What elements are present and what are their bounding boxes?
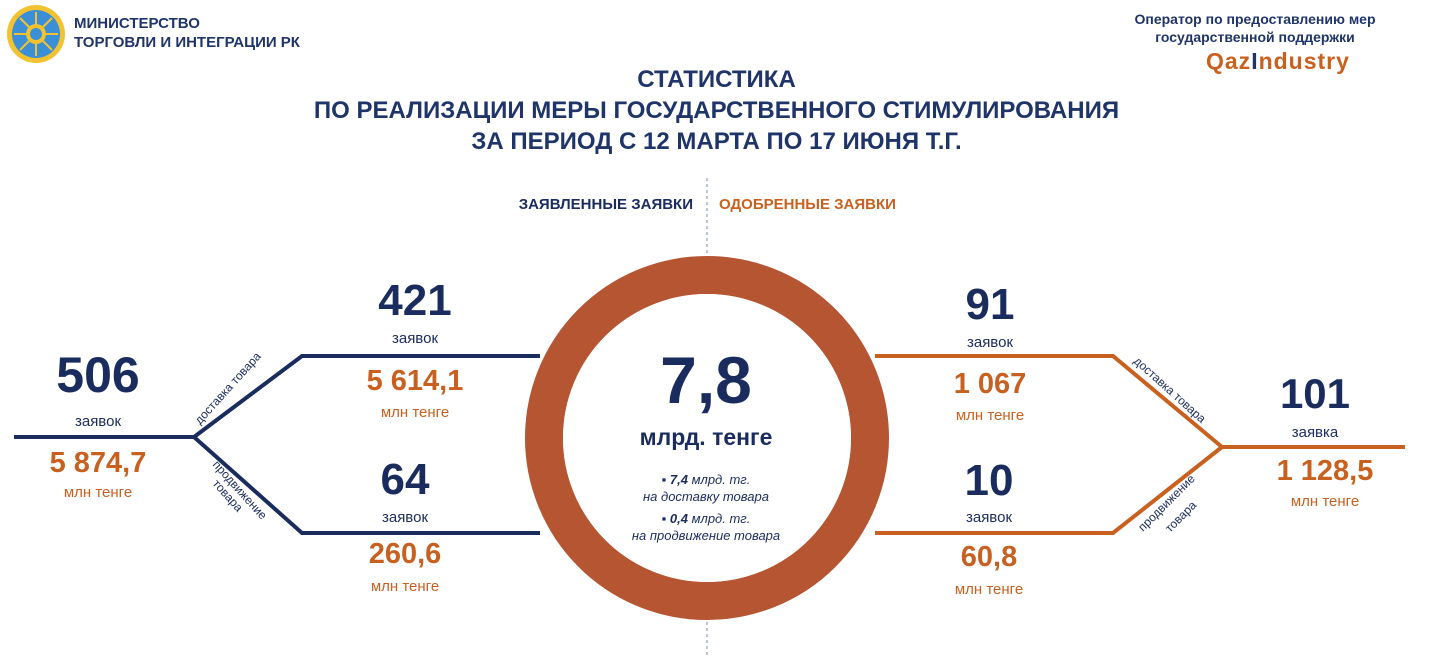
declared-delivery-count: 421 [378,276,452,325]
declared-total-count-label: заявок [74,413,122,430]
center-total-value: 7,8 [660,343,752,417]
approved-promo-amount: 60,8 [960,541,1018,573]
approved-delivery-line [875,354,1224,449]
approved-delivery-amount: 1 067 [953,368,1027,400]
declared-delivery-count-label: заявок [391,330,439,347]
declared-delivery-amount: 5 614,1 [366,365,464,397]
declared-promo-amount: 260,6 [368,538,442,570]
ministry-name: МИНИСТЕРСТВО ТОРГОВЛИ И ИНТЕГРАЦИИ РК [74,15,300,51]
qazindustry-logo: QazIndustry [1206,48,1350,74]
approved-delivery-amount-unit: млн тенге [955,407,1025,424]
declared-total-amount-unit: млн тенге [63,484,133,501]
total-ring [525,256,889,620]
declared-promo-line [192,435,540,535]
operator-caption: Оператор по предоставлению мер государст… [1134,11,1376,45]
center-note-delivery: ▪ 7,4 млрд. тг. на доставку товара [643,472,769,504]
approved-delivery-count-label: заявок [966,334,1014,351]
declared-promo-count-label: заявок [381,509,429,526]
page-title: СТАТИСТИКА ПО РЕАЛИЗАЦИИ МЕРЫ ГОСУДАРСТВ… [313,66,1120,155]
declared-section-label: ЗАЯВЛЕННЫЕ ЗАЯВКИ [518,196,693,213]
approved-total-count-label: заявка [1291,424,1339,441]
approved-branch-delivery-label: доставка товара [1131,354,1209,426]
declared-delivery-amount-unit: млн тенге [380,404,450,421]
center-note-promo: ▪ 0,4 млрд. тг. на продвижение товара [631,511,781,543]
approved-total-amount-unit: млн тенге [1290,493,1360,510]
approved-section-label: ОДОБРЕННЫЕ ЗАЯВКИ [719,196,896,213]
declared-promo-amount-unit: млн тенге [370,578,440,595]
declared-promo-count: 64 [380,455,430,504]
approved-promo-amount-unit: млн тенге [954,581,1024,598]
approved-promo-line [875,445,1224,535]
approved-delivery-count: 91 [965,280,1015,329]
approved-promo-count-label: заявок [965,509,1013,526]
declared-delivery-line [192,354,540,439]
kazakhstan-emblem-icon [7,5,65,63]
approved-promo-count: 10 [964,456,1014,505]
approved-total-amount: 1 128,5 [1276,455,1374,487]
center-total-unit: млрд. тенге [639,424,773,450]
declared-branch-delivery-label: доставка товара [192,349,264,427]
declared-total-amount: 5 874,7 [49,447,147,479]
declared-total-count: 506 [56,347,140,403]
approved-total-count: 101 [1279,370,1351,417]
